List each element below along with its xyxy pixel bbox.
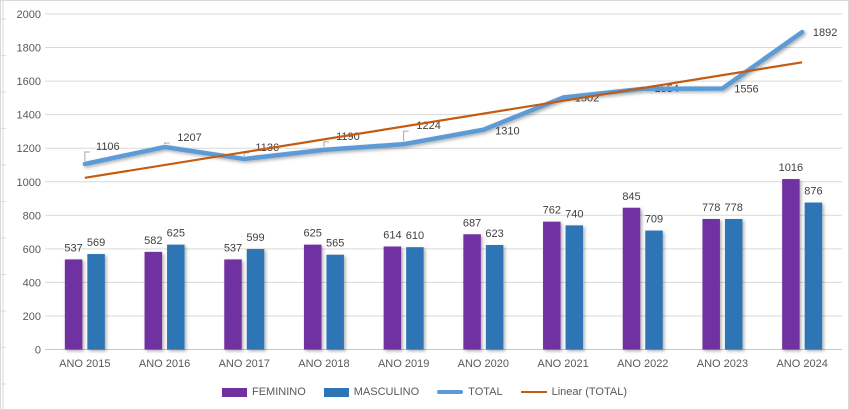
y-axis-label: 1800 [17,43,41,55]
masculino-bar[interactable] [87,254,105,350]
bar-value-label: 623 [485,228,503,240]
feminino-bar[interactable] [144,251,163,350]
feminino-bar[interactable] [224,259,242,350]
feminino-swatch [221,387,247,397]
legend-item-feminino[interactable]: FEMININO [221,385,306,398]
masculino-bar[interactable] [724,218,743,350]
bar-value-label: 569 [87,237,105,249]
masculino-swatch [323,387,349,397]
x-axis-label: ANO 2015 [59,358,110,370]
y-axis-label: 800 [23,210,41,222]
bar-value-label: 625 [167,228,185,240]
total-line-swatch [437,389,464,395]
y-axis-label: 400 [23,277,41,289]
y-axis-label: 2000 [17,9,41,21]
x-axis-label: ANO 2017 [219,358,270,370]
y-axis-label: 200 [23,311,41,323]
feminino-bar[interactable] [543,221,561,350]
bar-value-label: 565 [326,238,344,250]
bar-value-label: 610 [406,230,424,242]
total-line[interactable] [82,29,805,167]
bar-value-label: 1016 [779,162,803,174]
legend-label-total: TOTAL [468,385,503,398]
x-axis-label: ANO 2018 [298,358,349,370]
total-value-label: 1892 [813,27,837,39]
total-value-label: 1310 [495,126,519,138]
feminino-bar[interactable] [303,244,322,350]
feminino-bar[interactable] [782,179,800,350]
y-axis-label: 1000 [17,177,41,189]
legend: FEMININO MASCULINO TOTAL Linear (TOTAL) [1,383,848,401]
trendline-swatch [520,391,547,393]
masculino-bar[interactable] [804,202,823,350]
x-axis-label: ANO 2020 [458,358,509,370]
trendline[interactable] [84,61,803,179]
legend-item-masculino[interactable]: MASCULINO [323,385,420,398]
total-value-label: 1556 [734,83,758,95]
bar-value-label: 537 [64,242,82,254]
legend-item-linear-total[interactable]: Linear (TOTAL) [520,385,628,398]
masculino-bar[interactable] [326,254,344,350]
feminino-bar[interactable] [463,234,481,350]
x-axis-label: ANO 2021 [537,358,588,370]
legend-label-linear-total: Linear (TOTAL) [551,385,628,398]
masculino-bar[interactable] [645,230,663,350]
legend-label-feminino: FEMININO [251,385,306,398]
masculino-bar[interactable] [565,225,584,350]
label-leader-line [164,142,170,145]
y-axis-label: 1400 [17,110,41,122]
masculino-bar[interactable] [406,247,424,350]
x-axis-label: ANO 2024 [776,358,827,370]
bar-value-label: 709 [645,214,663,226]
masculino-bar[interactable] [485,244,504,350]
bar-value-label: 687 [463,217,481,229]
bar-value-label: 876 [804,186,822,198]
y-axis-label: 1600 [17,76,41,88]
x-axis-label: ANO 2016 [139,358,190,370]
bar-value-label: 537 [224,242,242,254]
y-axis-label: 0 [35,345,41,357]
y-axis-label: 600 [23,244,41,256]
bar-value-label: 625 [304,228,322,240]
x-axis-label: ANO 2019 [378,358,429,370]
bar-value-label: 845 [622,191,640,203]
y-axis-label: 1200 [17,143,41,155]
label-leader-line [84,151,90,161]
label-leader-line [323,141,329,147]
x-axis-label: ANO 2022 [617,358,668,370]
masculino-bar[interactable] [246,249,265,350]
bar-value-label: 599 [246,232,264,244]
bar-value-label: 740 [565,208,583,220]
x-axis-label: ANO 2023 [697,358,748,370]
masculino-bar[interactable] [167,244,185,350]
bar-value-label: 614 [383,230,401,242]
legend-label-masculino: MASCULINO [353,385,420,398]
feminino-bar[interactable] [702,218,720,350]
bar-value-label: 582 [144,235,162,247]
total-value-label: 1106 [96,141,120,153]
bar-value-label: 762 [543,205,561,217]
feminino-bar[interactable] [64,259,83,350]
total-value-label: 1207 [177,132,201,144]
feminino-bar[interactable] [622,207,641,350]
label-leader-line [243,152,250,156]
bar-value-label: 778 [725,202,743,214]
bar-value-label: 778 [702,202,720,214]
label-leader-line [403,130,409,142]
legend-item-total[interactable]: TOTAL [437,385,503,398]
feminino-bar[interactable] [383,246,402,350]
